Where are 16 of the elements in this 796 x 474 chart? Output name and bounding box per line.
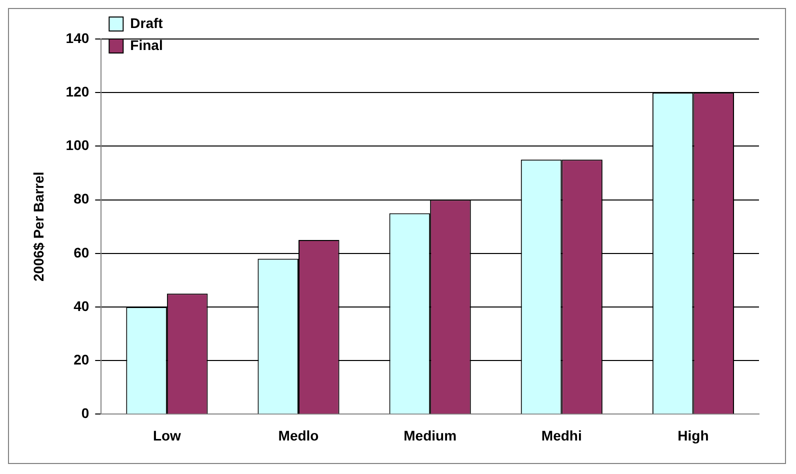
y-tick-label: 0: [81, 405, 90, 422]
x-tick-label: Medlo: [278, 427, 319, 444]
x-tick-label: Medium: [404, 427, 457, 444]
legend-label: Draft: [130, 14, 164, 31]
y-tick-label: 100: [66, 137, 90, 154]
y-tick-label: 40: [74, 298, 90, 314]
y-tick-label: 80: [74, 190, 90, 207]
x-tick-label: High: [678, 427, 709, 444]
y-tick-label: 120: [66, 83, 90, 100]
y-axis-title: 2006$ Per Barrel: [30, 172, 46, 282]
x-tick-label: Medhi: [541, 427, 582, 444]
y-tick-label: 60: [74, 244, 90, 260]
y-tick-label: 140: [66, 30, 90, 46]
x-tick-label: Low: [152, 427, 182, 444]
legend-label: Final: [130, 36, 163, 53]
y-tick-label: 20: [74, 351, 90, 368]
